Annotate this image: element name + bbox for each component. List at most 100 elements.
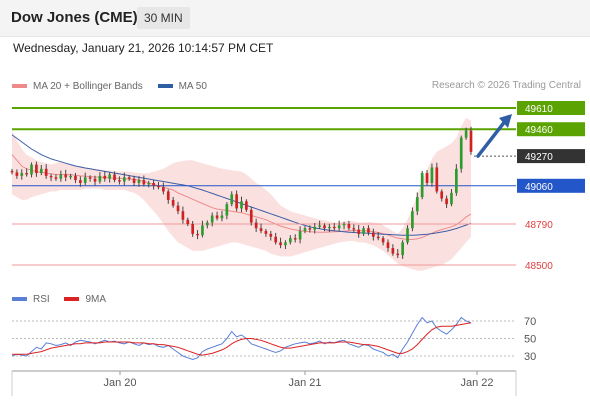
candle-body (425, 173, 429, 183)
candle-body (464, 130, 468, 138)
level-label-48790: 48790 (525, 220, 553, 231)
x-tick-label: Jan 21 (288, 377, 321, 389)
x-tick-label: Jan 22 (460, 377, 493, 389)
candle-body (191, 223, 195, 234)
candle-body (245, 201, 248, 210)
candle-body (415, 197, 419, 212)
legend-ma20-label: MA 20 + Bollinger Bands (33, 80, 143, 92)
candle-body (186, 219, 190, 224)
candle-body (288, 238, 292, 243)
candle-body (240, 201, 243, 209)
candle-body (201, 225, 204, 236)
candle-body (435, 167, 439, 192)
candle-body (137, 180, 141, 183)
x-tick-label: Jan 20 (103, 377, 136, 389)
candle-body (391, 248, 395, 254)
candle-body (225, 204, 229, 216)
level-tag-49610 (517, 101, 585, 115)
candle-body (235, 194, 238, 209)
candle-body (323, 225, 326, 229)
candle-body (171, 199, 175, 206)
candle-body (181, 211, 185, 220)
candle-body (279, 242, 282, 246)
candle-body (406, 228, 409, 243)
forecast-arrow-shaft (476, 118, 508, 158)
candle-body (39, 168, 43, 174)
candle-body (64, 174, 68, 178)
candle-body (157, 185, 160, 188)
candle-body (196, 233, 199, 236)
legend-rsi-label: RSI (33, 293, 50, 305)
candle-body (147, 182, 151, 185)
candle-body (372, 232, 375, 237)
candle-body (396, 253, 400, 256)
rsi-level-label-30: 30 (524, 351, 536, 363)
candle-body (411, 211, 414, 229)
candle-body (103, 175, 107, 179)
candle-body (69, 175, 72, 178)
candle-body (381, 238, 385, 243)
candle-body (352, 228, 356, 230)
ma20-swatch-icon (12, 84, 27, 88)
candle-body (74, 175, 77, 181)
candle-body (254, 222, 258, 229)
candle-body (35, 164, 38, 174)
rsi-level-label-70: 70 (524, 316, 536, 328)
ma20-line (11, 154, 472, 240)
candle-body (259, 228, 263, 232)
level-tag-49270 (517, 149, 585, 164)
candle-body (79, 180, 82, 183)
candle-body (445, 198, 448, 205)
candle-body (362, 228, 365, 234)
rsi-swatch-icon (12, 297, 27, 301)
candle-body (357, 229, 361, 234)
candle-body (127, 177, 131, 179)
candle-body (440, 191, 444, 199)
forecast-arrow-head-icon (499, 114, 512, 128)
candle-body (162, 187, 165, 192)
legend-rsi: RSI (12, 294, 50, 305)
candle-body (269, 233, 273, 237)
candle-body (342, 223, 346, 226)
candle-body (293, 238, 297, 240)
candle-body (249, 209, 253, 223)
candle-body (142, 180, 146, 185)
level-label-49060: 49060 (525, 182, 553, 193)
rsi-ma-line (12, 322, 472, 356)
candle-body (332, 226, 336, 229)
candle-body (376, 236, 380, 239)
legend-ma50: MA 50 (157, 81, 207, 92)
rsi-line (11, 316, 472, 361)
legend-9ma-label: 9MA (85, 293, 107, 305)
candle-body (20, 173, 24, 176)
chart-datetime: Wednesday, January 21, 2026 10:14:57 PM … (13, 41, 274, 55)
candle-body (15, 172, 19, 176)
level-label-48500: 48500 (525, 261, 553, 272)
candle-body (264, 231, 268, 234)
level-tag-49460 (517, 122, 585, 137)
candle-body (93, 178, 97, 182)
candle-body (122, 177, 126, 182)
candle-body (88, 177, 92, 179)
rsi-ma-swatch-icon (64, 297, 80, 301)
candle-body (210, 215, 214, 223)
candle-body (230, 194, 234, 205)
candle-body (337, 225, 341, 229)
candle-body (54, 177, 58, 179)
timeframe-badge[interactable]: 30 MIN (137, 7, 190, 29)
candle-body (132, 178, 136, 183)
candle-body (59, 174, 63, 179)
candle-body (152, 182, 155, 186)
candle-body (166, 191, 170, 200)
candle-body (284, 242, 287, 246)
candle-body (118, 180, 121, 182)
candle-body (30, 164, 33, 175)
main-legend: MA 20 + Bollinger Bands MA 50 (12, 80, 219, 92)
candle-body (328, 226, 331, 229)
candle-body (318, 225, 321, 227)
level-label-49610: 49610 (525, 104, 553, 115)
candle-body (430, 167, 434, 183)
candle-body (347, 223, 351, 229)
candle-body (313, 226, 317, 230)
